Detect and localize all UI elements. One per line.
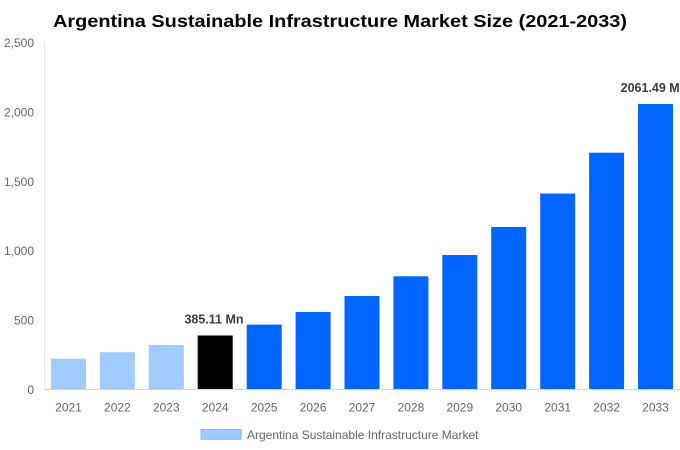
svg-text:1,500: 1,500 [4, 175, 34, 189]
svg-text:2024: 2024 [202, 401, 229, 415]
svg-text:385.11 Mn: 385.11 Mn [184, 312, 243, 326]
svg-text:2021: 2021 [55, 401, 82, 415]
svg-text:2031: 2031 [544, 401, 571, 415]
svg-text:2,000: 2,000 [4, 106, 34, 120]
svg-text:2033: 2033 [642, 401, 669, 415]
svg-text:0: 0 [27, 383, 34, 397]
svg-text:500: 500 [14, 314, 34, 328]
svg-text:2,500: 2,500 [4, 36, 34, 50]
svg-text:2025: 2025 [251, 401, 278, 415]
svg-text:2028: 2028 [398, 401, 425, 415]
svg-text:2032: 2032 [593, 401, 620, 415]
svg-text:2061.49 Mn: 2061.49 Mn [621, 81, 680, 95]
svg-text:2026: 2026 [300, 401, 327, 415]
svg-text:Argentina Sustainable Infrastr: Argentina Sustainable Infrastructure Mar… [247, 428, 479, 442]
svg-text:Argentina Sustainable Infrastr: Argentina Sustainable Infrastructure Mar… [53, 11, 627, 31]
svg-text:2030: 2030 [495, 401, 522, 415]
svg-text:2027: 2027 [349, 401, 376, 415]
svg-text:2023: 2023 [153, 401, 180, 415]
svg-text:1,000: 1,000 [4, 244, 34, 258]
svg-text:2022: 2022 [104, 401, 131, 415]
svg-text:2029: 2029 [446, 401, 473, 415]
